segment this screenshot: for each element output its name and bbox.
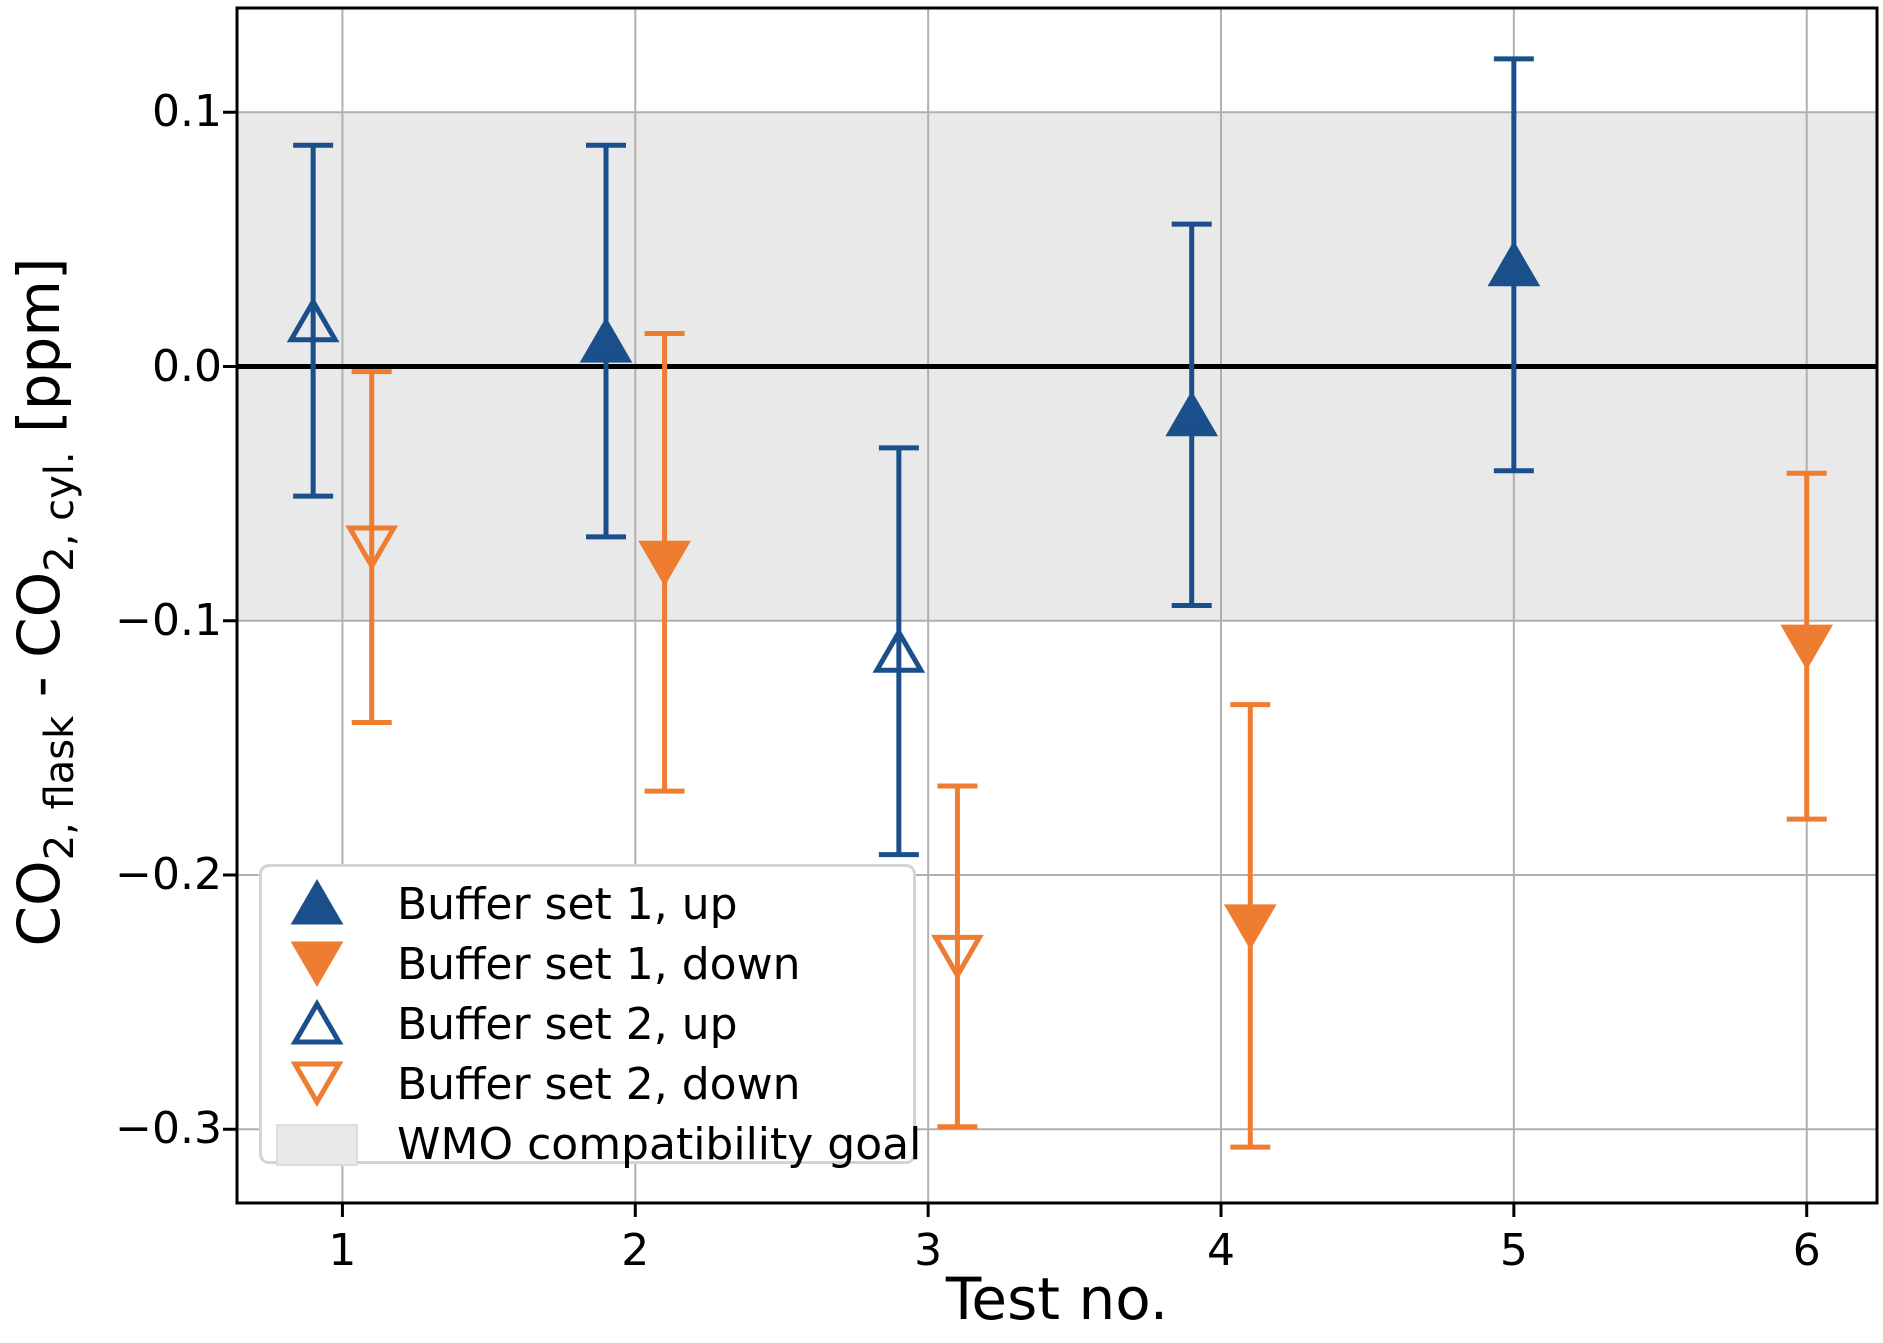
marker-buffer-set-2-down bbox=[345, 525, 399, 572]
marker-buffer-set-2-up bbox=[286, 296, 340, 343]
legend-label: Buffer set 1, down bbox=[397, 939, 801, 990]
marker-buffer-set-1-down bbox=[1780, 624, 1834, 671]
legend-label: WMO compatibility goal bbox=[397, 1119, 922, 1170]
x-tick-label: 5 bbox=[1499, 1225, 1528, 1276]
x-tick-label: 1 bbox=[328, 1225, 357, 1276]
y-axis-label-subscript: 2, flask bbox=[37, 715, 83, 861]
legend-label: Buffer set 1, up bbox=[397, 879, 738, 930]
y-tick-label: −0.1 bbox=[115, 594, 222, 646]
y-axis-label-subscript: 2, cyl. bbox=[37, 451, 83, 572]
y-tick-label: 0.0 bbox=[152, 340, 222, 392]
x-axis-label: Test no. bbox=[945, 1265, 1169, 1333]
x-tick-label: 4 bbox=[1207, 1225, 1235, 1276]
x-tick-label: 2 bbox=[621, 1225, 650, 1276]
marker-buffer-set-1-up bbox=[579, 317, 633, 363]
axes-spines bbox=[235, 6, 1879, 1205]
marker-buffer-set-1-up bbox=[1165, 390, 1219, 437]
legend-label: Buffer set 2, up bbox=[397, 999, 738, 1050]
legend-item: Buffer set 2, down bbox=[262, 1055, 913, 1115]
y-axis-label-part: - CO bbox=[5, 571, 73, 716]
legend-triangle-down-icon bbox=[272, 1055, 362, 1115]
y-axis-label-part: [ppm] bbox=[5, 257, 73, 452]
x-tick-label: 3 bbox=[914, 1225, 943, 1276]
x-tick-label: 6 bbox=[1792, 1225, 1821, 1276]
y-tick-label: −0.2 bbox=[115, 849, 222, 900]
y-tick-label: −0.3 bbox=[115, 1103, 222, 1155]
legend-patch-icon bbox=[272, 1115, 362, 1175]
marker-buffer-set-1-up bbox=[1487, 240, 1541, 287]
marker-buffer-set-2-up bbox=[872, 627, 926, 673]
legend-triangle-up-icon bbox=[272, 995, 362, 1055]
marker-buffer-set-1-down bbox=[1223, 904, 1277, 950]
legend-item: Buffer set 1, up bbox=[262, 875, 913, 935]
legend-item: Buffer set 1, down bbox=[262, 935, 913, 995]
legend: Buffer set 1, up Buffer set 1, down Buffer… bbox=[259, 864, 921, 1170]
y-axis-label-part: CO bbox=[5, 860, 73, 947]
y-tick-label: 0.1 bbox=[152, 86, 222, 138]
y-axis-label: CO2, flask - CO2, cyl. [ppm] bbox=[5, 258, 83, 947]
legend-triangle-up-icon bbox=[272, 875, 362, 935]
legend-item: WMO compatibility goal bbox=[262, 1115, 921, 1175]
marker-buffer-set-1-down bbox=[638, 540, 691, 587]
legend-label: Buffer set 2, down bbox=[397, 1059, 801, 1110]
legend-triangle-down-icon bbox=[272, 935, 362, 995]
legend-item: Buffer set 2, up bbox=[262, 995, 913, 1055]
marker-buffer-set-2-down bbox=[931, 934, 984, 981]
